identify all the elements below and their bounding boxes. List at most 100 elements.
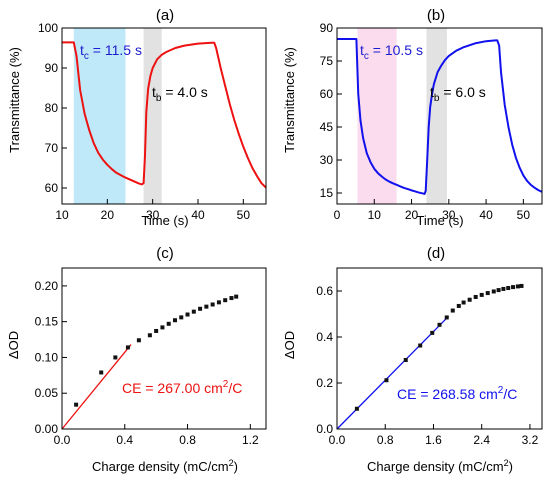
data-point-d-19 (515, 284, 520, 289)
data-point-d-8 (456, 303, 461, 308)
x-tick-label-b-3: 30 (442, 208, 456, 222)
tc-value-b: = 10.5 s (369, 42, 423, 58)
data-point-c-18 (229, 296, 234, 301)
data-point-c-13 (198, 306, 203, 311)
x-tick-label-c-0: 0.0 (54, 433, 71, 447)
x-tick-label-d-0: 0.0 (329, 433, 346, 447)
y-tick-label-a-1: 70 (45, 141, 59, 155)
ce-sup-c: 2 (223, 379, 229, 390)
tc-annotation-a: tc = 11.5 s (80, 42, 142, 62)
ce-sup-d: 2 (498, 385, 504, 396)
data-point-d-5 (437, 322, 442, 327)
ce-unit-c: /C (228, 380, 242, 396)
y-axis-label-a: Transmittance (%) (7, 47, 22, 153)
series-line-a-0 (62, 41, 267, 189)
data-point-d-6 (444, 315, 449, 320)
data-point-d-13 (485, 291, 490, 296)
x-tick-label-d-2: 1.6 (425, 433, 442, 447)
y-tick-label-a-2: 80 (45, 101, 59, 115)
x-tick-label-a-0: 10 (55, 208, 69, 222)
data-point-c-4 (136, 338, 141, 343)
y-tick-label-d-1: 0.2 (316, 376, 333, 390)
panel-label-b: (b) (427, 7, 445, 24)
x-tick-label-a-2: 30 (146, 208, 160, 222)
x-tick-label-b-2: 20 (405, 208, 419, 222)
x-tick-label-b-1: 10 (368, 208, 382, 222)
y-tick-label-b-0: 15 (320, 186, 334, 200)
tb-value-a: = 4.0 s (161, 84, 207, 100)
y-tick-label-c-3: 0.15 (35, 315, 59, 329)
y-tick-label-a-3: 90 (45, 61, 59, 75)
data-point-c-14 (204, 304, 209, 309)
x-tick-label-a-4: 50 (237, 208, 251, 222)
data-point-d-17 (506, 286, 511, 291)
tb-symbol-a: t (152, 84, 156, 100)
y-tick-label-c-0: 0.00 (35, 422, 59, 436)
y-tick-label-a-0: 60 (45, 181, 59, 195)
shaded-region-a-1 (143, 28, 162, 204)
data-point-d-15 (496, 288, 501, 293)
tc-annotation-b: tc = 10.5 s (360, 42, 423, 62)
ce-text-d: CE = 268.58 cm (397, 386, 498, 402)
y-tick-label-d-0: 0.0 (316, 422, 333, 436)
x-tick-label-a-1: 20 (101, 208, 115, 222)
y-tick-label-a-4: 100 (38, 21, 58, 35)
data-point-c-2 (113, 355, 118, 360)
data-point-c-8 (166, 321, 171, 326)
x-tick-label-c-3: 1.2 (242, 433, 259, 447)
y-tick-label-c-2: 0.10 (35, 350, 59, 364)
x-tick-label-b-5: 50 (517, 208, 531, 222)
x-axis-label-a: Time (s) (141, 213, 188, 228)
x-tick-label-b-4: 40 (479, 208, 493, 222)
y-axis-label-c: ΔOD (6, 331, 21, 359)
data-point-c-6 (154, 328, 159, 333)
tb-value-b: = 6.0 s (439, 84, 485, 100)
x-tick-label-b-0: 0 (334, 208, 341, 222)
data-point-c-11 (185, 312, 190, 317)
data-point-c-9 (172, 318, 177, 323)
panel-a: (a) 10 20 30 40 50 60 70 80 90 100 Time (s) Trans… (7, 7, 267, 228)
y-tick-label-c-4: 0.20 (35, 279, 59, 293)
y-axis-label-b: Transmittance (%) (282, 47, 297, 153)
series-line-b-0 (337, 38, 543, 195)
ce-text-c: CE = 267.00 cm (122, 380, 223, 396)
axes-frame-a (61, 27, 267, 205)
data-point-c-10 (179, 315, 184, 320)
axes-frame-b (336, 27, 543, 205)
y-tick-label-c-1: 0.05 (35, 386, 59, 400)
data-point-c-1 (99, 370, 104, 375)
ce-annotation-d: CE = 268.58 cm2/C (397, 385, 517, 402)
tb-subscript-b: b (434, 93, 440, 104)
x-axis-label-c-main: Charge density (mC/cm (92, 459, 229, 474)
x-tick-label-c-1: 0.4 (116, 433, 133, 447)
panel-b: (b) 0 10 20 30 40 50 15 30 45 60 75 90 Time (s) Tra… (282, 7, 543, 228)
tb-annotation-a: tb = 4.0 s (152, 84, 208, 104)
data-point-d-18 (511, 285, 516, 290)
x-axis-label-d-sup: 2 (504, 458, 509, 468)
y-tick-label-d-3: 0.6 (316, 284, 333, 298)
panel-c: (c) 0.0 0.4 0.8 1.2 0.00 0.05 0.10 0.15 0.20 Cha… (6, 245, 267, 474)
data-point-c-7 (160, 325, 165, 330)
axes-frame-c (61, 267, 267, 430)
tc-symbol-b: t (360, 42, 364, 58)
tb-symbol-b: t (430, 84, 434, 100)
data-point-d-4 (430, 330, 435, 335)
tb-annotation-b: tb = 6.0 s (430, 84, 486, 104)
data-point-c-15 (210, 302, 215, 307)
data-point-d-12 (479, 292, 484, 297)
data-point-d-3 (418, 343, 423, 348)
tc-symbol-a: t (80, 42, 84, 58)
x-tick-label-d-1: 0.8 (377, 433, 394, 447)
shaded-region-a-0 (73, 28, 126, 204)
data-point-d-9 (461, 300, 466, 305)
data-point-d-0 (354, 406, 359, 411)
shaded-region-b-0 (357, 28, 397, 204)
ce-unit-d: /C (503, 386, 517, 402)
panel-label-c: (c) (156, 245, 174, 262)
shaded-region-b-1 (426, 28, 447, 204)
x-axis-label-b: Time (s) (416, 213, 463, 228)
data-point-d-20 (519, 283, 524, 288)
x-axis-label-c-end: ) (234, 459, 238, 474)
y-tick-label-d-2: 0.4 (316, 330, 333, 344)
data-point-d-2 (403, 358, 408, 362)
